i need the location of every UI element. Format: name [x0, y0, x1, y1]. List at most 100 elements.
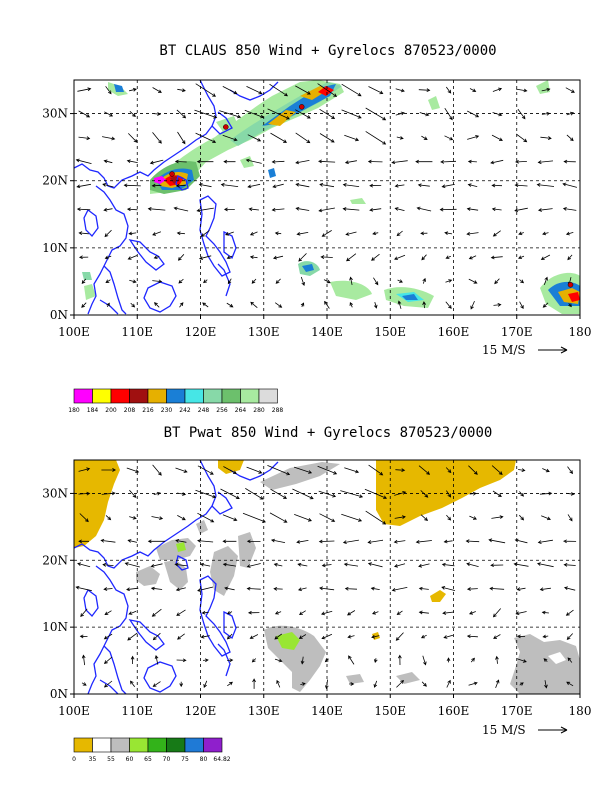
wind-arrow: [203, 279, 208, 284]
wind-arrow: [293, 466, 313, 474]
wind-arrow: [439, 207, 457, 212]
wind-arrow: [222, 514, 238, 522]
claus-blob: [318, 86, 334, 96]
wind-arrow: [197, 539, 214, 543]
wind-arrow: [128, 231, 137, 236]
wind-arrow: [394, 515, 406, 520]
wind-arrow: [541, 111, 551, 116]
wind-arrow: [274, 611, 282, 615]
wind-arrow: [491, 515, 504, 519]
wind-arrow: [568, 303, 572, 308]
wind-arrow: [196, 207, 214, 213]
x-tick-label: 180: [569, 325, 592, 339]
wind-arrow: [298, 634, 307, 639]
wind-arrow: [149, 159, 164, 165]
wind-arrow: [177, 131, 186, 145]
wind-arrow: [540, 136, 552, 140]
colorbar-swatch: [110, 737, 130, 753]
wind-arrow: [491, 134, 503, 141]
wind-arrow: [154, 654, 159, 665]
wind-arrow: [223, 466, 237, 474]
colorbar-swatch: [129, 388, 149, 404]
wind-arrow: [346, 253, 357, 262]
wind-arrow: [536, 183, 555, 187]
wind-arrow: [543, 658, 548, 662]
wind-arrow: [347, 634, 355, 639]
wind-arrow: [321, 610, 333, 616]
wind-arrow: [196, 159, 214, 164]
wind-arrow: [466, 231, 479, 236]
wind-arrow: [443, 539, 453, 544]
wind-arrow: [565, 609, 574, 616]
colorbar-swatch: [129, 737, 149, 753]
wind-arrow: [518, 255, 525, 259]
wind-arrow: [441, 184, 455, 189]
wind-arrow: [78, 467, 91, 472]
colorbar-label: 70: [163, 756, 171, 763]
colorbar-swatch: [73, 737, 93, 753]
wind-arrow: [441, 562, 455, 567]
pwat-blob: [210, 546, 238, 596]
wind-arrow: [321, 633, 333, 640]
colorbar-swatch: [110, 388, 130, 404]
wind-arrow: [349, 276, 353, 285]
wind-arrow: [271, 207, 285, 212]
wind-arrow: [365, 107, 387, 121]
x-tick-label: 110E: [121, 704, 153, 718]
wind-arrow: [446, 679, 451, 688]
x-tick-label: 130E: [248, 325, 280, 339]
claus-y-ticks: 0N 10N 20N 30N: [42, 107, 74, 322]
colorbar-label: 216: [142, 407, 154, 414]
wind-arrow: [440, 159, 457, 164]
wind-arrow: [418, 465, 431, 475]
colorbar-swatch: [184, 737, 204, 753]
pwat-field: [74, 460, 580, 694]
wind-arrow: [420, 490, 429, 498]
colorbar-label: 65: [144, 756, 152, 763]
wind-arrow: [195, 489, 217, 499]
wind-arrow: [539, 491, 553, 496]
wind-arrow: [267, 465, 291, 476]
colorbar-label: 80: [200, 756, 208, 763]
wind-arrow: [269, 83, 289, 97]
wind-arrow: [542, 634, 549, 639]
coastline: [74, 80, 279, 315]
x-tick-label: 150E: [374, 325, 406, 339]
wind-arrow: [563, 159, 576, 164]
gyre-marker: [298, 104, 305, 110]
wind-arrow: [319, 513, 336, 522]
wind-arrow: [103, 680, 113, 688]
wind-arrow: [79, 513, 89, 523]
wind-arrow: [468, 255, 477, 260]
colorbar-label: 200: [105, 407, 117, 414]
wind-arrow: [441, 586, 456, 591]
reference-arrow-head: [560, 346, 568, 354]
wind-arrow: [467, 110, 480, 118]
wind-arrow: [343, 562, 359, 567]
wind-arrow: [468, 465, 478, 475]
wind-arrow: [491, 465, 503, 475]
wind-arrow: [539, 587, 551, 592]
wind-arrow: [298, 587, 307, 592]
wind-arrow: [341, 83, 362, 97]
claus-colorbar: 180 184 200 208 216 230 242 248 256 264 280 288: [68, 388, 283, 414]
wind-arrow: [300, 302, 305, 308]
wind-arrow: [200, 634, 210, 639]
wind-arrow: [223, 159, 236, 164]
wind-arrow: [226, 255, 233, 259]
wind-arrow: [267, 108, 290, 120]
claus-blob: [82, 272, 92, 280]
wind-arrow: [421, 135, 428, 140]
wind-arrow: [444, 231, 453, 236]
wind-arrow: [393, 563, 406, 568]
wind-arrow: [297, 562, 308, 567]
wind-arrow: [445, 86, 452, 94]
wind-arrow: [103, 587, 113, 591]
claus-wind-vectors: [75, 83, 578, 310]
wind-arrow: [150, 563, 163, 568]
wind-arrow: [395, 111, 405, 116]
claus-gyre-markers: [169, 104, 574, 288]
wind-arrow: [147, 539, 166, 544]
colorbar-swatch: [166, 388, 186, 404]
wind-arrow: [103, 159, 113, 164]
